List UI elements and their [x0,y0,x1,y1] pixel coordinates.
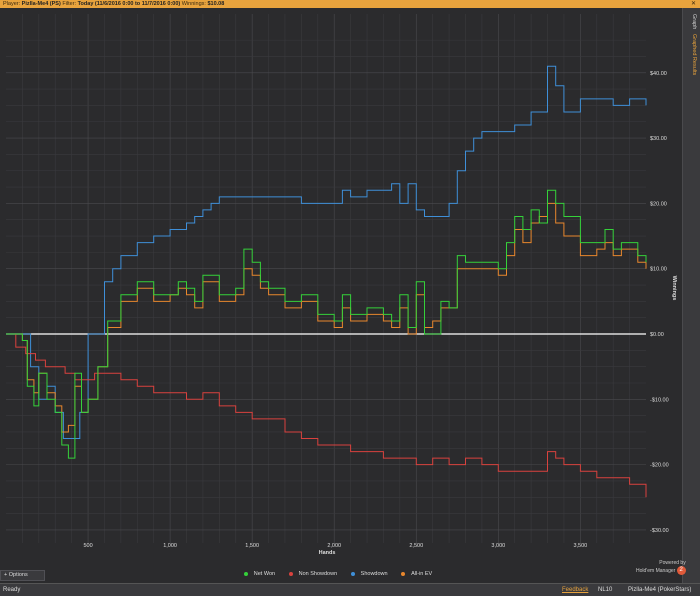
net-won-swatch-icon [243,571,248,576]
y-tick-label: -$10.00 [650,397,669,403]
y-tick-label: $10.00 [650,267,667,273]
brand-powered-by: Powered by [659,560,686,566]
y-tick-label: $30.00 [650,136,667,142]
x-tick-label: 500 [83,543,92,549]
allin-ev-swatch-icon [401,571,406,576]
legend: Net Won Non Showdown Showdown All-in EV [0,571,680,577]
y-tick-label: $40.00 [650,71,667,77]
legend-item-allin-ev[interactable]: All-in EV [401,571,436,577]
brand-logo: Powered by Hold'em Manager 2 [636,560,686,575]
player-value[interactable]: Pizlla-Me4 (PS) [21,1,61,7]
y-tick-label: $20.00 [650,201,667,207]
legend-label: Net Won [253,571,276,577]
series-line-net-won [6,189,647,459]
filter-label: Filter: [62,1,77,7]
legend-item-non-showdown[interactable]: Non Showdown [288,571,342,577]
player-status-label[interactable]: Pizlla-Me4 (PokerStars) [628,587,692,593]
y-tick-label: $0.00 [650,332,664,338]
legend-item-net-won[interactable]: Net Won [243,571,279,577]
filter-value[interactable]: Today (11/6/2016 0:00 to 11/7/2016 0:00) [77,1,181,7]
chart-background [0,8,682,570]
legend-label: Non Showdown [298,571,338,577]
options-button[interactable]: + Options [0,570,45,581]
series-lines [6,65,647,498]
x-tick-label: 3,500 [573,543,587,549]
feedback-link[interactable]: Feedback [562,587,589,593]
brand-name: Hold'em Manager [636,567,676,574]
winnings-label: Winnings: [181,1,206,7]
x-tick-labels: 500 1,000 1,500 2,000 2,500 3,000 3,500 [83,543,587,549]
hm2-logo-icon: 2 [676,566,686,575]
x-tick-label: 3,000 [491,543,505,549]
side-tab-strip: Graph Graphed Results [682,8,700,583]
tab-graph[interactable]: Graph [691,14,697,30]
x-tick-label: 1,000 [163,543,177,549]
tab-graphed-results[interactable]: Graphed Results [691,34,697,76]
y-tick-label: -$20.00 [650,463,669,469]
close-icon[interactable]: ✕ [690,1,696,7]
series-line-showdown [6,65,647,439]
y-axis-label: Winnings [671,276,677,301]
x-axis-label: Hands [319,550,336,556]
player-label: Player: [3,1,21,7]
winnings-chart: 500 1,000 1,500 2,000 2,500 3,000 3,500 $40.00… [0,8,682,570]
legend-label: Showdown [360,571,388,577]
legend-label: All-in EV [411,571,433,577]
winnings-value: $10.08 [207,1,225,7]
non-showdown-swatch-icon [288,571,293,576]
status-ready: Ready [3,587,21,593]
y-tick-label: -$30.00 [650,528,669,534]
x-tick-label: 2,000 [327,543,341,549]
x-tick-label: 2,500 [409,543,423,549]
stake-label[interactable]: NL10 [598,587,613,593]
x-tick-label: 1,500 [245,543,259,549]
legend-item-showdown[interactable]: Showdown [350,571,392,577]
showdown-swatch-icon [350,571,355,576]
y-tick-labels: $40.00 $30.00 $20.00 $10.00 $0.00 -$10.00 -$20… [650,71,669,534]
header-bar: Player: Pizlla-Me4 (PS) Filter: Today (1… [0,0,700,8]
status-bar: Ready Feedback NL10 Pizlla-Me4 (PokerSta… [0,583,700,596]
